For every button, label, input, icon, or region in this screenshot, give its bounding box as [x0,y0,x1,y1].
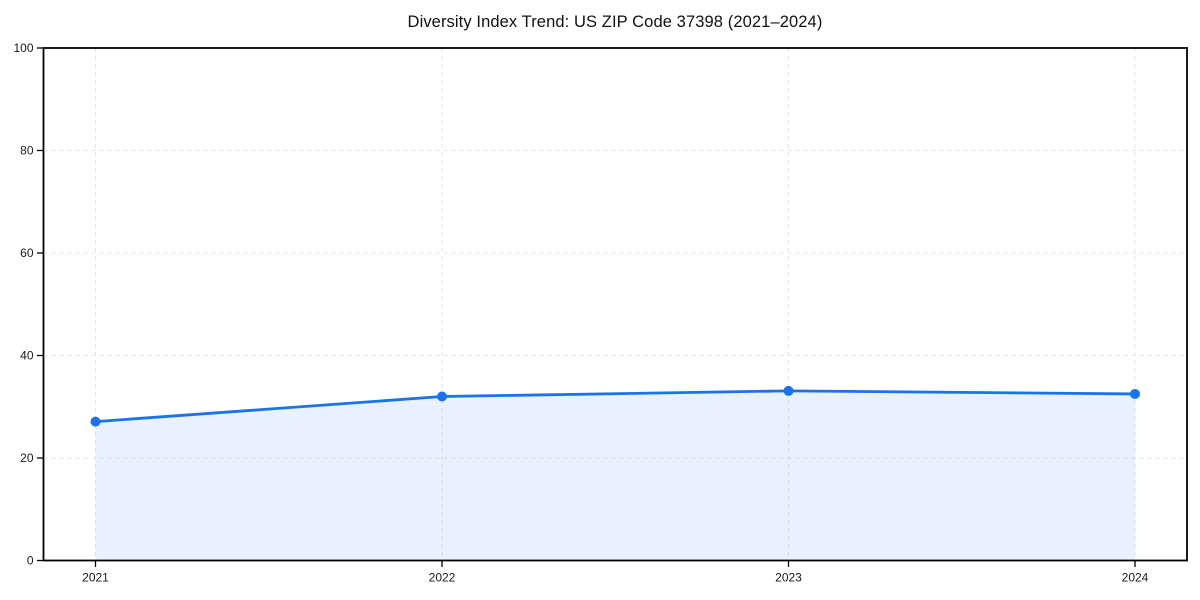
x-tick-label: 2022 [429,571,456,585]
y-tick-label: 40 [20,349,34,363]
data-point-2022 [437,391,447,402]
x-tick-label: 2023 [775,571,802,585]
data-point-2024 [1130,388,1140,399]
trend-line [94,389,1137,424]
y-tick-label: 100 [13,41,33,55]
plot-frame [42,47,1188,562]
y-tick-label: 0 [27,554,34,568]
y-tick-label: 80 [20,144,34,158]
area-fill [95,390,1135,561]
x-tick-label: 2021 [82,571,109,585]
y-tick-label: 60 [20,246,34,260]
x-tick-label: 2024 [1122,571,1149,585]
data-point-2023 [783,385,794,396]
chart-title: Diversity Index Trend: US ZIP Code 37398… [407,13,823,31]
y-tick-label: 20 [20,451,34,465]
data-point-2021 [90,416,101,427]
